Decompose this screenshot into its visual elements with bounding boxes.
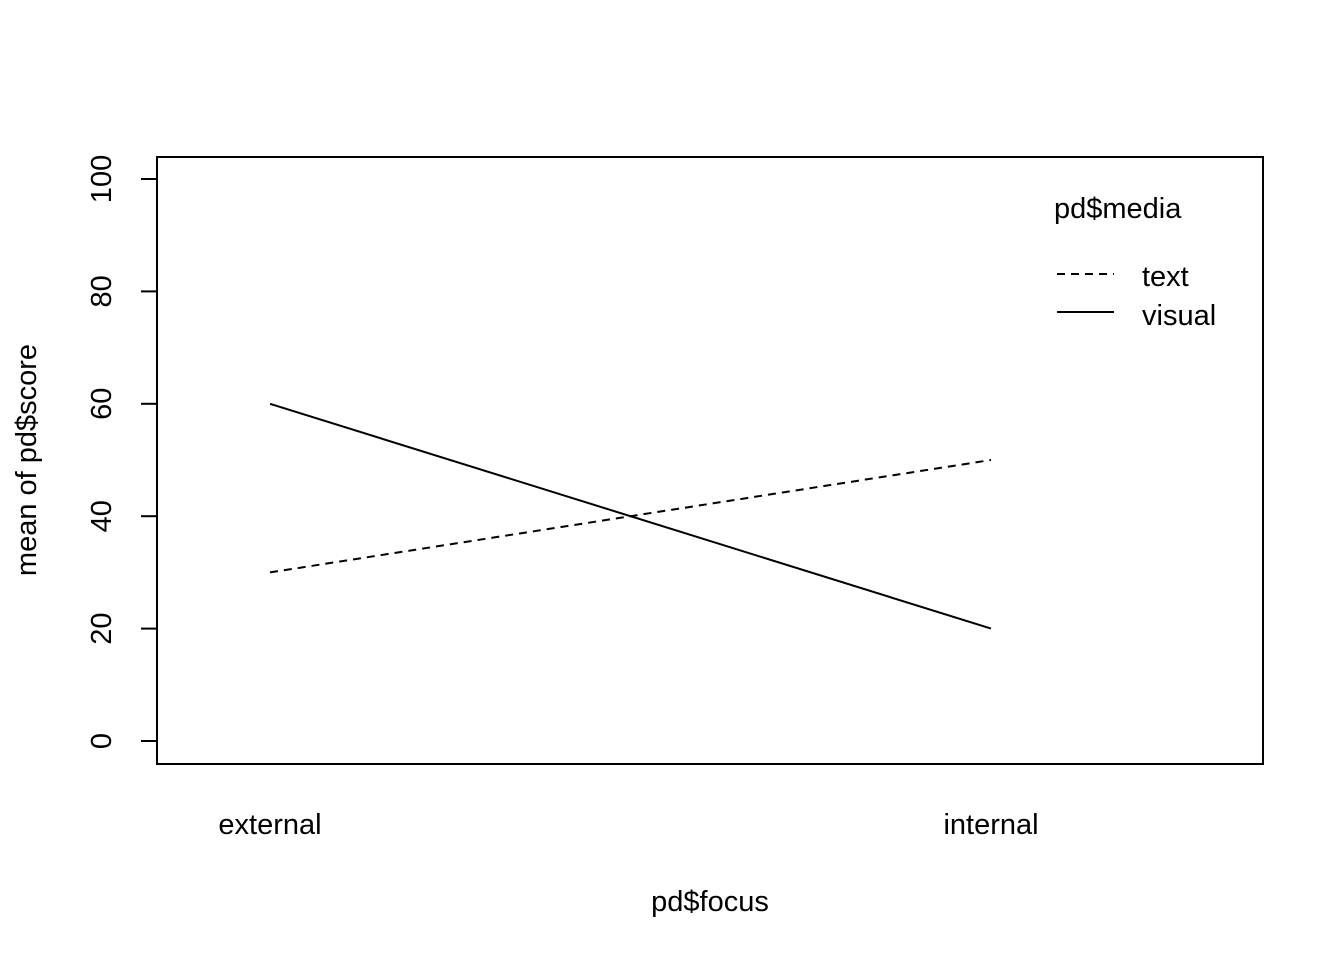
- y-axis: 0 20 40 60 80 100: [86, 155, 157, 749]
- series-line-visual: [269, 402, 992, 630]
- y-tick-label: 0: [86, 733, 118, 749]
- x-tick-label-external: external: [218, 809, 321, 841]
- legend-label-text: text: [1142, 261, 1189, 293]
- legend-label-visual: visual: [1142, 300, 1216, 332]
- x-axis-tick-labels: external internal: [218, 809, 1038, 841]
- x-axis-label: pd$focus: [651, 886, 769, 918]
- plot-frame: [156, 156, 1264, 765]
- y-axis-label: mean of pd$score: [11, 344, 43, 576]
- y-tick-label: 80: [86, 275, 118, 307]
- y-tick-label: 100: [86, 155, 118, 203]
- y-tick-label: 40: [86, 500, 118, 532]
- y-tick-label: 20: [86, 612, 118, 644]
- series-lines: [269, 402, 992, 630]
- y-tick-label: 60: [86, 388, 118, 420]
- legend: pd$media text visual: [1054, 193, 1216, 332]
- legend-title: pd$media: [1054, 193, 1182, 225]
- x-tick-label-internal: internal: [943, 809, 1038, 841]
